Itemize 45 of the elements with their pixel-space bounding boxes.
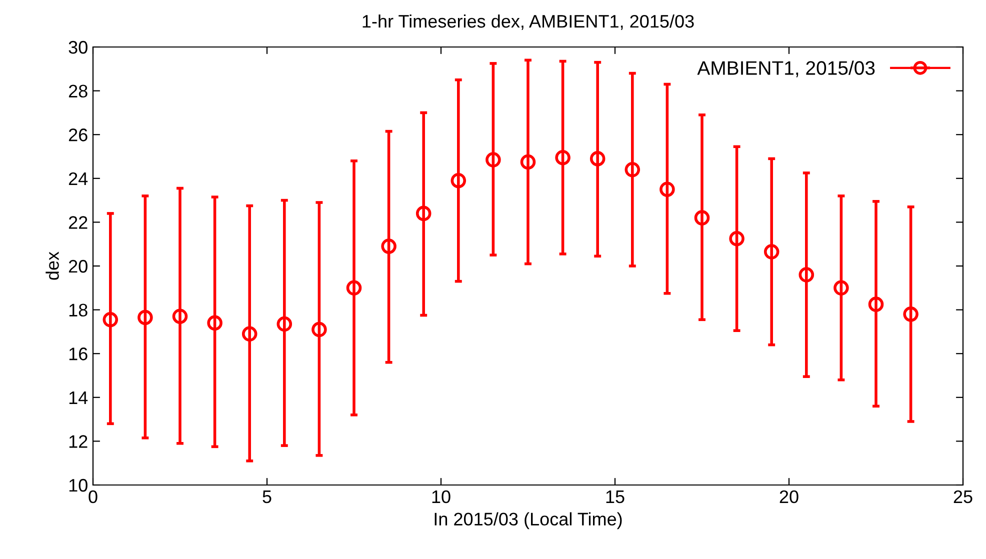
x-axis-title: In 2015/03 (Local Time) — [434, 512, 622, 530]
point — [729, 230, 744, 246]
y-tick-label: 10 — [69, 478, 88, 492]
point — [624, 162, 640, 178]
point — [764, 244, 780, 260]
point — [590, 151, 606, 166]
point — [312, 322, 327, 338]
y-tick-label: 16 — [69, 348, 88, 360]
point — [138, 310, 153, 326]
point — [207, 315, 222, 331]
chart-title: 1-hr Timeseries dex, AMBIENT1, 2015/03 — [362, 14, 694, 30]
y-axis-title: dex — [46, 252, 59, 280]
x-tick-label: 25 — [954, 490, 972, 504]
point — [346, 280, 362, 296]
point — [416, 206, 432, 222]
y-tick-label: 12 — [69, 435, 88, 448]
point — [381, 238, 396, 254]
point — [555, 150, 570, 166]
point — [868, 296, 884, 312]
point — [520, 154, 536, 170]
point — [172, 308, 188, 324]
point — [660, 182, 675, 197]
x-tick-label: 0 — [88, 490, 98, 504]
point — [450, 172, 466, 188]
point — [834, 280, 849, 296]
y-tick-label: 30 — [68, 40, 88, 54]
x-tick-label: 10 — [432, 490, 450, 504]
x-tick-label: 15 — [606, 490, 624, 504]
point — [276, 316, 292, 332]
legend-label: AMBIENT1, 2015/03 — [697, 60, 875, 78]
point — [694, 210, 710, 226]
x-tick-label: 5 — [262, 490, 272, 504]
point — [102, 312, 118, 328]
y-tick-label: 22 — [68, 216, 88, 229]
point — [798, 267, 814, 282]
point — [486, 152, 501, 168]
y-tick-label: 20 — [68, 260, 88, 273]
y-tick-label: 24 — [68, 172, 88, 185]
point — [903, 306, 918, 322]
point — [242, 326, 258, 342]
y-tick-label: 26 — [68, 128, 88, 142]
y-tick-label: 28 — [68, 84, 88, 98]
y-tick-label: 14 — [69, 392, 88, 404]
x-tick-label: 20 — [780, 490, 798, 504]
y-tick-label: 18 — [69, 304, 88, 317]
